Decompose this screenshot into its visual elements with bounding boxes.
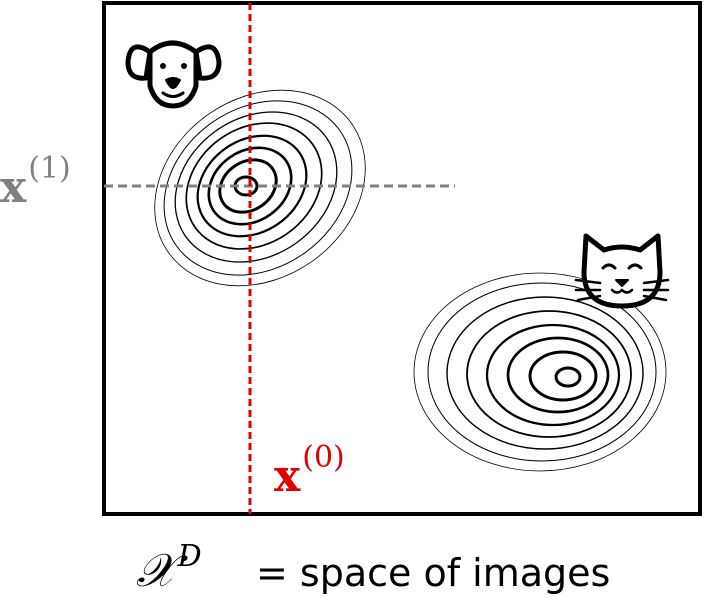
cat-contour — [528, 350, 598, 402]
dog-contour — [163, 100, 353, 276]
caption-text: = space of images — [256, 551, 610, 595]
cat-contour — [413, 272, 667, 472]
cat-contour — [466, 310, 632, 438]
dog-contour — [185, 122, 323, 250]
x0-label-superscript: (0) — [302, 440, 345, 475]
x1-label-base: x — [0, 162, 27, 213]
cat-contour — [485, 323, 621, 427]
dog-distribution-contours — [154, 89, 366, 287]
dog-contour — [174, 111, 338, 263]
dog-contour — [154, 89, 366, 287]
x0-label-base: x — [274, 451, 301, 502]
cat-contour — [446, 296, 644, 450]
dog-contour — [218, 158, 278, 214]
space-symbol-superscript: D — [177, 539, 202, 574]
x0-label: x(0) — [274, 440, 345, 502]
cat-distribution-contours — [413, 272, 667, 472]
cat-face-icon — [574, 233, 670, 309]
dog-contour — [196, 134, 308, 238]
cat-contour — [554, 366, 582, 388]
dog-contour — [207, 146, 293, 226]
image-space-frame — [102, 1, 702, 516]
x1-label: x(1) — [0, 151, 71, 213]
cat-contour — [506, 336, 610, 414]
dog-face-icon — [125, 40, 222, 109]
cat-contour — [427, 282, 657, 462]
space-symbol: 𝒳D — [136, 539, 202, 597]
x1-label-superscript: (1) — [28, 151, 71, 186]
